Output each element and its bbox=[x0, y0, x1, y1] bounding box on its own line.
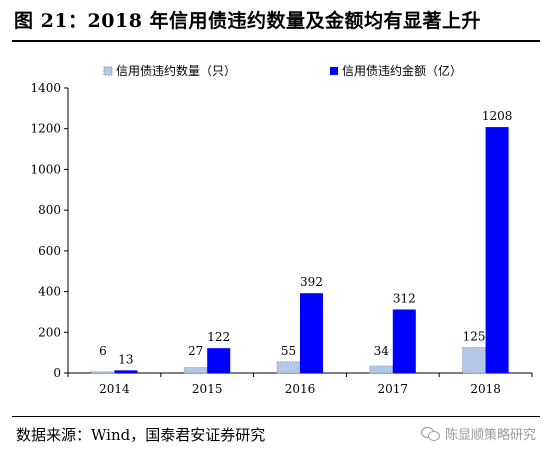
x-tick-label: 2017 bbox=[378, 382, 409, 396]
data-labels: 6 13 27 122 55 392 34 312 125 1208 bbox=[99, 109, 512, 366]
data-label-amount: 312 bbox=[393, 291, 416, 305]
bar-count bbox=[183, 367, 208, 374]
y-tick-label: 1000 bbox=[30, 162, 61, 176]
bar-count bbox=[91, 371, 115, 374]
legend-swatch-count bbox=[103, 66, 113, 76]
y-tick-label: 800 bbox=[38, 203, 61, 217]
chart-title: 图 21：2018 年信用债违约数量及金额均有显著上升 bbox=[14, 10, 482, 32]
bar-amount bbox=[392, 309, 416, 373]
y-tick-label: 1400 bbox=[30, 81, 61, 95]
bar-amount bbox=[485, 127, 509, 373]
watermark-text: 陈显顺策略研究 bbox=[444, 428, 536, 443]
x-axis: 2014 2015 2016 2017 2018 bbox=[67, 372, 533, 396]
data-label-amount: 1208 bbox=[482, 109, 513, 123]
watermark: 陈显顺策略研究 bbox=[420, 424, 536, 443]
bar-count bbox=[276, 361, 301, 374]
data-label-amount: 392 bbox=[300, 275, 323, 289]
data-label-count: 55 bbox=[281, 344, 296, 358]
chart-legend: 信用债违约数量（只） 信用债违约金额（亿） bbox=[103, 63, 462, 78]
bar-amount bbox=[207, 348, 231, 373]
footer-rule bbox=[12, 416, 540, 417]
y-tick-label: 1200 bbox=[30, 122, 61, 136]
bar-chart: 信用债违约数量（只） 信用债违约金额（亿） 0 200 400 600 800 1000 1… bbox=[30, 63, 533, 396]
x-tick-label: 2016 bbox=[285, 382, 316, 396]
data-label-count: 6 bbox=[99, 344, 107, 358]
y-tick-label: 600 bbox=[38, 244, 61, 258]
y-tick-label: 400 bbox=[38, 285, 61, 299]
data-label-amount: 13 bbox=[118, 352, 133, 366]
legend-label-amount: 信用债违约金额（亿） bbox=[342, 63, 462, 78]
data-label-count: 34 bbox=[374, 344, 390, 358]
bar-amount bbox=[114, 370, 138, 373]
data-label-count: 125 bbox=[463, 330, 486, 344]
data-label-count: 27 bbox=[188, 344, 203, 358]
bars bbox=[91, 127, 509, 374]
legend-swatch-amount bbox=[330, 67, 338, 75]
x-tick-label: 2018 bbox=[470, 382, 501, 396]
y-tick-label: 0 bbox=[53, 366, 61, 380]
x-tick-label: 2015 bbox=[192, 382, 223, 396]
legend-label-count: 信用债违约数量（只） bbox=[116, 63, 236, 78]
bar-count bbox=[369, 365, 394, 374]
x-tick-label: 2014 bbox=[99, 382, 130, 396]
data-label-amount: 122 bbox=[207, 330, 230, 344]
title-rule bbox=[12, 40, 540, 42]
bar-count bbox=[462, 347, 487, 374]
y-tick-label: 200 bbox=[38, 325, 61, 339]
wechat-icon bbox=[420, 426, 441, 441]
y-axis: 0 200 400 600 800 1000 1200 1400 bbox=[30, 81, 69, 380]
source-note: 数据来源：Wind，国泰君安证券研究 bbox=[16, 426, 266, 444]
bar-amount bbox=[300, 293, 323, 373]
